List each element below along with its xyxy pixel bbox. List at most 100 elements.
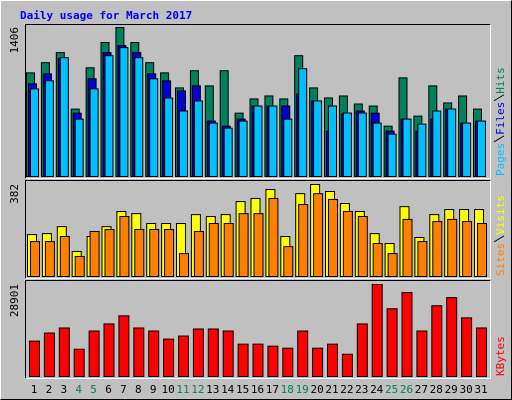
bar	[341, 353, 353, 377]
bar	[327, 343, 338, 378]
x-tick-label: 17	[266, 383, 279, 396]
bar	[193, 100, 203, 177]
x-tick-label: 16	[251, 383, 264, 396]
legend-entry: KBytes	[494, 336, 507, 376]
bar	[133, 327, 145, 378]
bar	[238, 120, 248, 178]
bar	[313, 193, 324, 277]
bar	[401, 292, 413, 378]
legend-separator	[493, 94, 505, 102]
bar	[476, 327, 487, 378]
bar	[119, 47, 129, 178]
bar	[119, 216, 130, 278]
legend-separator	[493, 235, 505, 243]
bar	[417, 241, 428, 278]
x-tick-label: 10	[161, 383, 174, 396]
bar	[387, 133, 397, 177]
bar	[88, 330, 100, 377]
panel-bevel	[25, 180, 491, 279]
x-tick-label: 22	[340, 383, 353, 396]
bar	[89, 230, 100, 277]
bar	[118, 315, 130, 377]
legend-entry: Files	[494, 102, 507, 135]
bar	[416, 330, 428, 377]
panel-bevel	[25, 180, 491, 279]
bar	[342, 112, 352, 178]
bar	[417, 123, 427, 178]
bar	[283, 118, 293, 178]
x-tick-label: 3	[60, 383, 67, 396]
bar	[178, 335, 189, 377]
bar	[357, 112, 367, 178]
legend-entry: Hits	[494, 67, 507, 94]
bar	[298, 203, 309, 277]
x-tick-label: 29	[445, 383, 458, 396]
bar	[461, 317, 473, 377]
x-tick-label: 7	[120, 383, 127, 396]
bar	[283, 246, 294, 277]
bar	[30, 88, 39, 177]
bar	[477, 120, 486, 178]
bar	[179, 253, 189, 278]
x-tick-label: 14	[221, 383, 235, 396]
bar	[357, 216, 368, 278]
y-tick-label: 1406	[8, 27, 21, 54]
bar	[89, 88, 99, 177]
bar	[134, 229, 145, 278]
x-tick-label: 25	[385, 383, 398, 396]
bar	[268, 197, 279, 277]
legend-entry: Visits	[494, 195, 507, 235]
x-tick-label: 5	[90, 383, 97, 396]
x-tick-label: 2	[46, 383, 53, 396]
bar	[207, 328, 219, 377]
x-tick-label: 4	[75, 383, 82, 396]
x-tick-label: 13	[206, 383, 219, 396]
bar	[253, 105, 263, 177]
x-tick-label: 27	[415, 383, 428, 396]
bar	[164, 229, 175, 278]
bar	[371, 284, 383, 377]
bar	[432, 110, 442, 177]
x-tick-label: 21	[325, 383, 338, 396]
bar	[238, 213, 249, 277]
bar	[328, 198, 338, 277]
bar	[44, 241, 55, 278]
bar	[208, 223, 219, 277]
bar	[462, 122, 472, 177]
bar	[477, 223, 487, 277]
x-tick-label: 1	[31, 383, 38, 396]
chart-title: Daily usage for March 2017	[20, 9, 192, 22]
bar	[30, 241, 40, 278]
bar	[74, 118, 84, 178]
bar	[149, 78, 159, 177]
bar	[446, 297, 458, 377]
bar	[104, 55, 114, 178]
bar	[29, 340, 40, 378]
panel-bevel	[25, 24, 491, 179]
bar	[222, 330, 234, 377]
bar	[402, 118, 412, 178]
bar	[193, 230, 204, 277]
y-tick-label: 382	[8, 184, 21, 204]
bar	[103, 323, 115, 378]
y-tick-label: 28901	[8, 284, 21, 317]
bar	[432, 221, 443, 277]
bar	[43, 332, 55, 377]
bar	[163, 338, 175, 378]
panel-bevel	[25, 280, 491, 379]
bar	[192, 328, 204, 377]
bar	[447, 108, 457, 177]
legend-entry: Sites	[494, 243, 507, 276]
bar	[223, 127, 233, 177]
bar	[148, 330, 160, 377]
bar	[387, 253, 398, 278]
x-tick-label: 8	[135, 383, 142, 396]
bar	[59, 236, 70, 277]
bar	[237, 343, 249, 378]
bar	[342, 210, 353, 277]
bar	[297, 330, 309, 377]
bar	[179, 110, 188, 177]
bar	[44, 80, 54, 177]
